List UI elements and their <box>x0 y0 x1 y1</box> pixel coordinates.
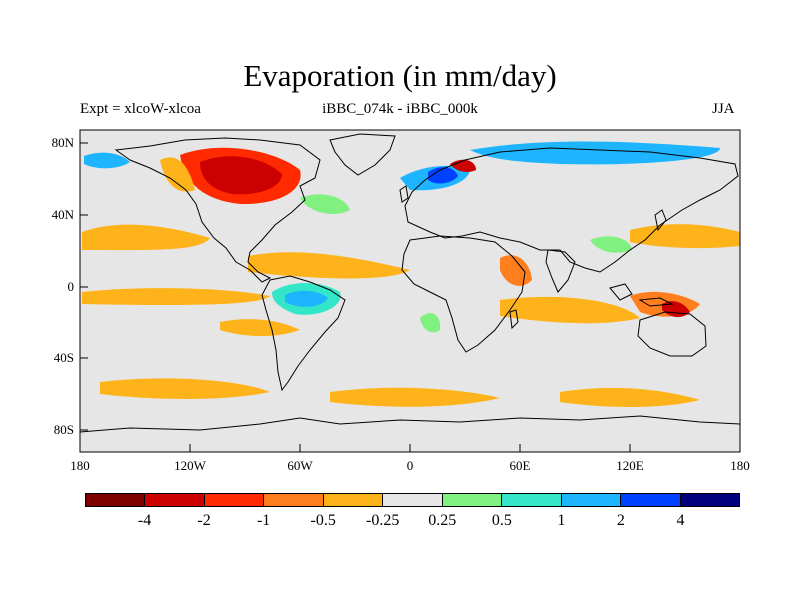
anomaly-region-natl-green <box>300 194 350 214</box>
colorbar-box <box>145 494 205 506</box>
colorbar-label: 0.5 <box>491 512 512 529</box>
x-tick-labels: 180 120W 60W 0 60E 120E 180 <box>70 458 750 473</box>
anomaly-region-southpac <box>220 319 300 337</box>
y-tick-labels: 80N 40N 0 40S 80S <box>52 135 75 437</box>
coastline-antarctica <box>80 415 740 433</box>
colorbar-label: -0.5 <box>310 512 336 529</box>
coastline-greenland <box>329 133 396 176</box>
colorbar-label: -2 <box>197 512 211 529</box>
colorbar-box <box>323 494 384 506</box>
y-ticks <box>80 142 88 431</box>
colorbar-box <box>383 494 443 506</box>
y-tick-label: 0 <box>68 279 75 294</box>
colorbar-label: 4 <box>676 512 685 529</box>
y-tick-label: 80S <box>54 422 74 437</box>
coastline-uk <box>399 185 409 203</box>
season-label: JJA <box>712 101 735 117</box>
colorbar-label: 1 <box>557 512 566 529</box>
anomaly-region-scand-red <box>450 159 476 172</box>
colorbar-label: -0.25 <box>366 512 400 529</box>
colorbar-label: -4 <box>137 512 152 529</box>
anomaly-region-southern3 <box>560 387 700 407</box>
anomaly-region-canada-strong <box>200 156 282 195</box>
anomaly-region-arctic-west <box>84 152 130 169</box>
figure-title: Evaporation (in mm/day) <box>243 58 557 93</box>
coastline-eurasia <box>404 147 739 273</box>
anomaly-region-scandinavia <box>428 167 458 184</box>
x-tick-label: 180 <box>70 458 90 473</box>
anomaly-region-safrica-green <box>420 313 441 333</box>
anomaly-region-amazon-core <box>285 290 328 307</box>
colorbar-label: -1 <box>256 512 271 529</box>
x-tick-label: 120W <box>174 458 207 473</box>
coastlines <box>80 133 740 433</box>
x-ticks <box>79 444 741 452</box>
anomaly-region-npacific <box>82 224 210 251</box>
anomaly-region-southern2 <box>330 387 500 407</box>
colorbar-label: 2 <box>616 512 625 529</box>
y-tick-label: 40S <box>54 350 74 365</box>
anomaly-region-arctic <box>470 141 720 165</box>
anomaly-region-tibet-green <box>590 236 632 253</box>
coastline-maritime <box>609 283 674 307</box>
colorbar-box <box>680 494 739 506</box>
anomaly-region-tropatlantic <box>248 252 410 279</box>
y-tick-label: 40N <box>52 207 75 222</box>
anomaly-region-southern1 <box>100 378 270 399</box>
anomaly-fields <box>80 133 740 433</box>
colorbar-box <box>264 494 324 506</box>
coastline-madagascar <box>509 309 519 330</box>
x-tick-label: 0 <box>407 458 414 473</box>
colorbar-label: 0.25 <box>428 512 457 529</box>
coastline-india <box>545 249 576 293</box>
coastline-africa <box>401 235 526 353</box>
y-tick-label: 80N <box>52 135 75 150</box>
anomaly-region-nwpac <box>630 224 740 249</box>
coastline-japan <box>654 209 667 232</box>
x-tick-label: 120E <box>616 458 644 473</box>
colorbar-box <box>561 494 622 506</box>
anomaly-region-canada-orange <box>160 157 195 192</box>
anomaly-region-indian <box>500 296 640 324</box>
coastline-australia <box>637 311 707 357</box>
x-tick-label: 180 <box>730 458 750 473</box>
anomaly-region-eqpacific <box>82 288 270 306</box>
coastline-north-america <box>114 137 321 283</box>
experiment-label: Expt = xlcoW-xlcoa <box>80 101 201 117</box>
colorbar-box <box>86 494 146 506</box>
comparison-label: iBBC_074k - iBBC_000k <box>322 101 478 117</box>
colorbar-box <box>502 494 562 506</box>
colorbar-box <box>621 494 681 506</box>
colorbar-box <box>204 494 265 506</box>
x-tick-label: 60E <box>510 458 531 473</box>
colorbar-box <box>442 494 503 506</box>
x-tick-label: 60W <box>287 458 313 473</box>
coastline-south-america <box>261 275 346 392</box>
colorbar <box>85 493 740 507</box>
